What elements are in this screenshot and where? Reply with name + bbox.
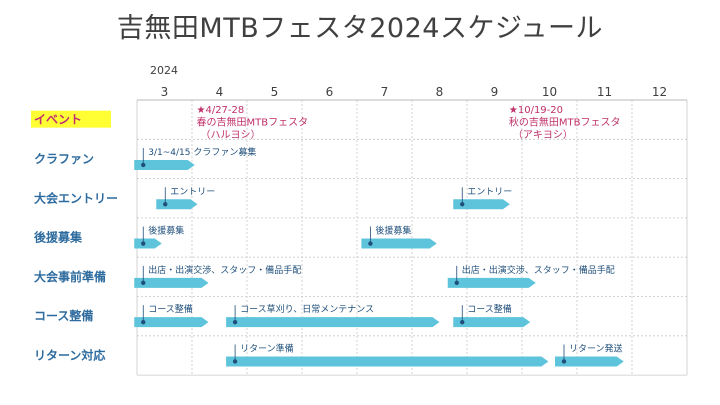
bar-marker-dot — [368, 241, 373, 246]
bar-label: エントリー — [170, 187, 215, 197]
chart-grid — [136, 99, 688, 376]
month-tick-4: 4 — [216, 85, 224, 99]
task-bar: コース整備 — [134, 303, 209, 328]
row-label-event: イベント — [34, 113, 82, 127]
bar-arrow — [134, 277, 209, 288]
event-text: 秋の吉無田MTBフェスタ — [509, 116, 621, 129]
task-bar: エントリー — [453, 187, 512, 210]
bar-label: コース整備 — [467, 303, 512, 315]
bar-marker-dot — [561, 359, 567, 364]
bar-label: 出店・出演交渉、スタッフ・備品手配 — [148, 264, 301, 276]
row-label-highlight — [31, 110, 111, 128]
month-tick-9: 9 — [491, 85, 499, 99]
bar-label: コース整備 — [148, 303, 193, 315]
task-bar: リターン発送 — [555, 342, 624, 367]
bar-arrow — [453, 199, 510, 210]
row-label: コース整備 — [34, 308, 93, 323]
row-label: 後援募集 — [34, 230, 83, 245]
row-label: 大会事前準備 — [34, 269, 106, 284]
bar-marker-dot — [454, 280, 459, 286]
year-label: 2024 — [150, 64, 178, 77]
bar-arrow — [361, 238, 437, 249]
task-bar: 後援募集 — [134, 225, 184, 249]
bar-arrow — [226, 356, 549, 367]
month-tick-6: 6 — [326, 85, 334, 99]
event-text: （ハルヨシ） — [201, 129, 261, 141]
month-tick-8: 8 — [436, 85, 444, 99]
bar-marker-dot — [232, 319, 238, 325]
month-ticks: 2024 3 4 5 6 7 8 9 10 11 12 — [150, 64, 667, 99]
bar-arrow — [134, 238, 162, 249]
bar-arrow — [134, 159, 195, 170]
task-bar: 後援募集 — [361, 225, 437, 249]
bar-marker-dot — [232, 359, 238, 364]
bar-label: リターン準備 — [240, 342, 294, 354]
task-bar: 出店・出演交渉、スタッフ・備品手配 — [447, 264, 615, 288]
bar-label: 後援募集 — [375, 225, 411, 237]
bar-arrow — [555, 356, 624, 367]
event-text: 春の吉無田MTBフェスタ — [197, 116, 309, 129]
event-text: ★10/19-20 — [509, 105, 563, 116]
task-bar: 出店・出演交渉、スタッフ・備品手配 — [134, 264, 301, 288]
month-tick-5: 5 — [271, 85, 279, 99]
bar-marker-dot — [163, 202, 168, 207]
bar-label: 3/1~4/15 クラファン募集 — [148, 146, 256, 158]
task-bar: コース草刈り、日常メンテナンス — [226, 303, 440, 328]
bar-marker-dot — [141, 162, 146, 168]
bar-marker-dot — [141, 241, 146, 246]
bar-label: 後援募集 — [148, 225, 184, 237]
bar-marker-dot — [460, 202, 465, 207]
month-tick-3: 3 — [161, 85, 169, 99]
row-label: リターン対応 — [34, 347, 105, 362]
task-bar: リターン準備 — [226, 342, 549, 367]
month-tick-10: 10 — [542, 85, 557, 99]
event-text: ★4/27-28 — [197, 105, 245, 116]
task-bar: エントリー — [156, 187, 215, 210]
bar-label: エントリー — [467, 187, 512, 197]
row-label: クラファン — [34, 152, 94, 166]
event-text: （アキヨシ） — [513, 129, 573, 141]
month-tick-11: 11 — [597, 85, 612, 99]
bar-arrow — [226, 317, 440, 328]
bar-arrow — [156, 199, 198, 210]
month-tick-12: 12 — [652, 85, 667, 99]
month-tick-7: 7 — [381, 85, 389, 99]
bar-label: 出店・出演交渉、スタッフ・備品手配 — [462, 264, 615, 276]
page-title: 吉無田MTBフェスタ2024スケジュール — [116, 13, 604, 44]
bar-marker-dot — [141, 280, 146, 286]
row-label: 大会エントリー — [34, 190, 118, 205]
task-bar: コース整備 — [453, 303, 531, 328]
bar-label: リターン発送 — [569, 342, 623, 354]
task-bar: 3/1~4/15 クラファン募集 — [134, 146, 256, 170]
bar-marker-dot — [141, 319, 146, 325]
bar-arrow — [447, 277, 536, 288]
bar-arrow — [453, 317, 531, 328]
bar-arrow — [134, 317, 209, 328]
bar-label: コース草刈り、日常メンテナンス — [240, 303, 374, 315]
bar-marker-dot — [460, 319, 465, 325]
